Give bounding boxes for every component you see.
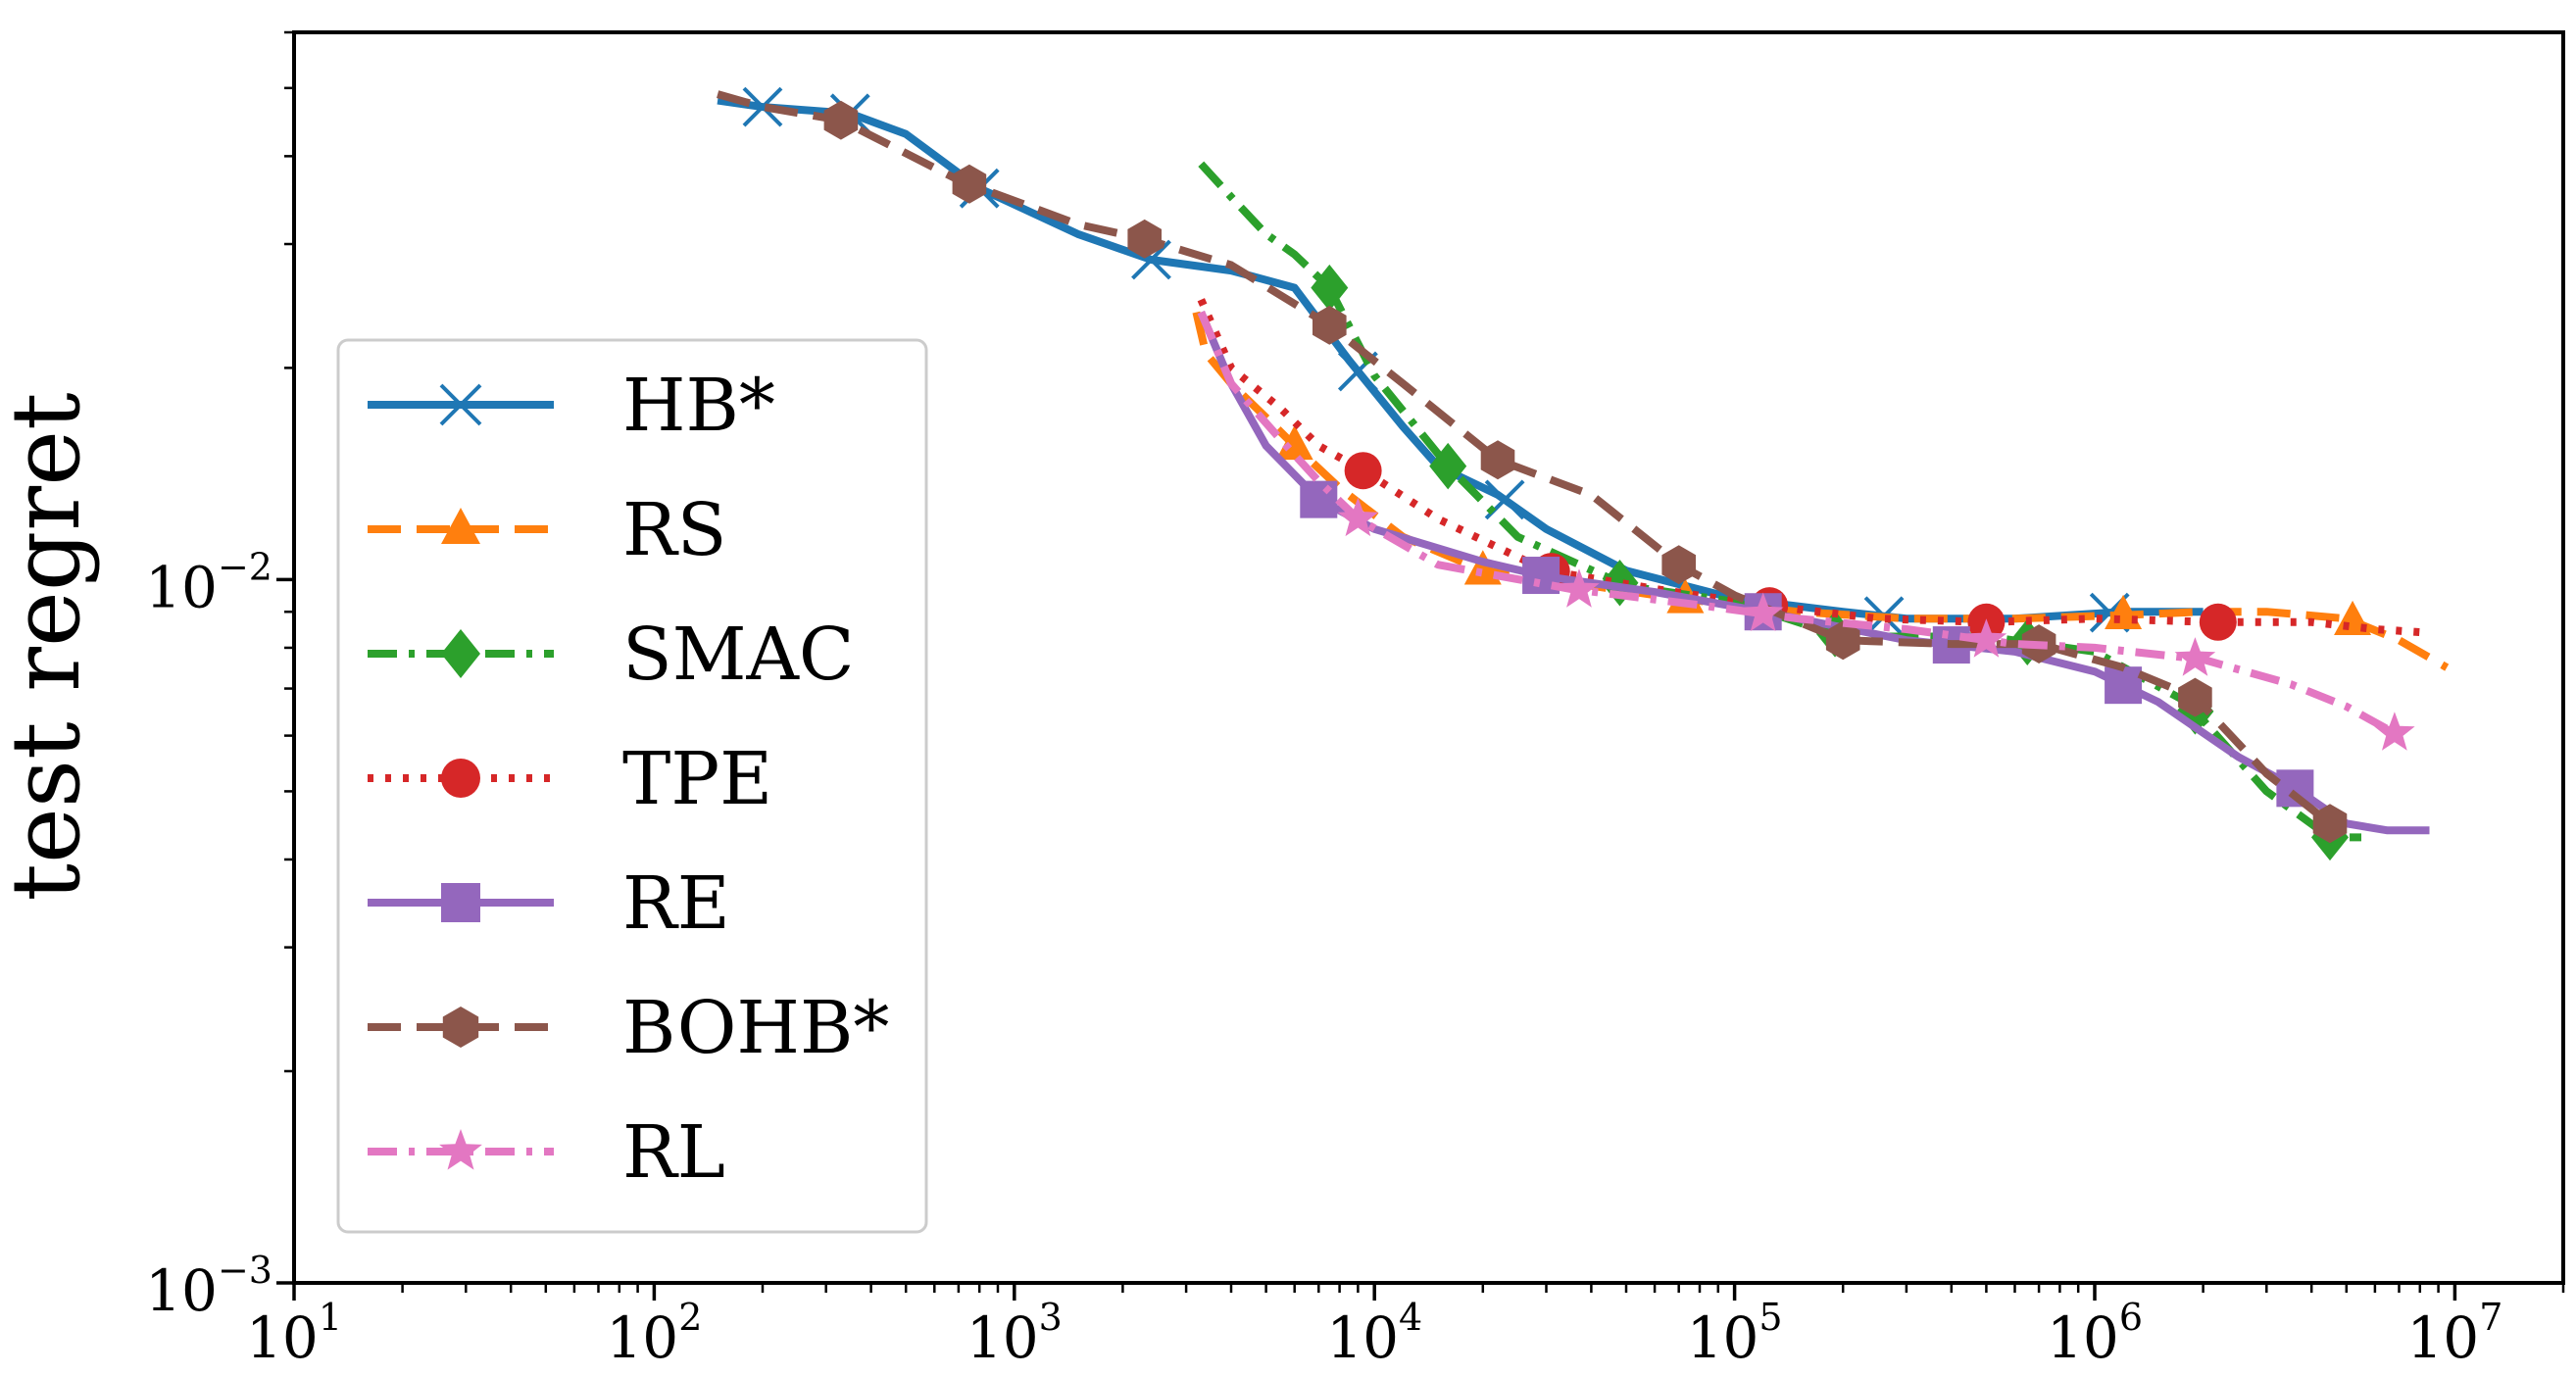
series-line-rl xyxy=(1197,311,2402,740)
legend-marker-hb xyxy=(439,383,482,426)
legend-entry-rs: RS xyxy=(368,488,726,572)
axis-ticks xyxy=(276,30,2565,1301)
plot-frame xyxy=(292,30,2565,1285)
legend-marker-tpe xyxy=(441,759,480,798)
series-marker-bohb xyxy=(2178,677,2212,717)
legend-entry-tpe: TPE xyxy=(368,737,772,821)
series-marker-bohb xyxy=(1313,305,1347,345)
legend-label: SMAC xyxy=(622,613,855,697)
series-marker-rl xyxy=(1559,568,1600,608)
legend-label: RS xyxy=(622,488,726,572)
x-tick-label: 107 xyxy=(2406,1296,2502,1371)
series-marker-rl xyxy=(1742,592,1784,631)
plot-lines xyxy=(717,86,2450,861)
series-line-smac xyxy=(1198,161,2361,842)
legend-entry-hb: HB* xyxy=(368,364,775,448)
legend-marker-re xyxy=(441,883,480,922)
legend-label: RL xyxy=(622,1110,725,1195)
x-tick-label: 101 xyxy=(246,1296,342,1371)
legend-label: BOHB* xyxy=(622,986,889,1070)
x-tick-label: 102 xyxy=(606,1296,702,1371)
series-marker-rs xyxy=(1463,550,1502,585)
series-marker-bohb xyxy=(823,100,859,140)
y-tick-label: 10−3 xyxy=(145,1249,272,1324)
series-line-bohb xyxy=(717,90,2333,827)
series-marker-rl xyxy=(1337,497,1379,537)
series-marker-rl xyxy=(2174,637,2216,676)
series-marker-bohb xyxy=(2312,804,2348,844)
legend-label: RE xyxy=(622,861,730,946)
series-line-hb xyxy=(717,96,2204,623)
legend-marker-rl xyxy=(439,1129,482,1170)
legend-label: TPE xyxy=(622,737,772,821)
series-marker-tpe xyxy=(1344,452,1382,490)
series-marker-smac xyxy=(1429,442,1467,490)
legend-entry-rl: RL xyxy=(368,1110,725,1195)
series-marker-bohb xyxy=(1825,620,1860,661)
series-marker-bohb xyxy=(952,164,987,204)
series-marker-rs xyxy=(1275,424,1313,461)
legend-label: HB* xyxy=(622,364,775,448)
x-tick-label: 104 xyxy=(1326,1296,1422,1371)
legend-marker-rs xyxy=(441,508,480,544)
legend-marker-smac xyxy=(441,629,480,678)
series-marker-rl xyxy=(1965,618,2007,658)
series-marker-bohb xyxy=(1127,219,1162,259)
x-tick-label: 105 xyxy=(1687,1296,1783,1371)
tick-labels: 101 102 103 104 105 106 107 10−2 10−3 xyxy=(145,545,2502,1371)
series-marker-bohb xyxy=(1480,440,1515,480)
y-tick-label: 10−2 xyxy=(145,545,272,620)
x-tick-label: 106 xyxy=(2047,1296,2143,1371)
series-marker-re xyxy=(2105,666,2143,705)
legend-entry-smac: SMAC xyxy=(368,613,855,697)
series-marker-tpe xyxy=(2199,603,2237,641)
legend-entry-bohb: BOHB* xyxy=(368,986,889,1070)
series-marker-rl xyxy=(2374,712,2415,751)
series-marker-smac xyxy=(1311,264,1349,312)
series-line-rs xyxy=(1192,311,2450,671)
x-tick-label: 103 xyxy=(966,1296,1063,1371)
series-marker-bohb xyxy=(1661,545,1696,585)
legend: HB* RS SMAC TPE RE BOHB* RL xyxy=(336,338,928,1234)
legend-entry-re: RE xyxy=(368,861,730,946)
y-axis-label: test regret xyxy=(0,392,101,901)
series-marker-hb xyxy=(742,86,783,127)
series-marker-re xyxy=(1300,480,1338,518)
legend-box xyxy=(336,338,928,1234)
series-line-tpe xyxy=(1197,298,2430,637)
legend-marker-bohb xyxy=(442,1007,479,1048)
